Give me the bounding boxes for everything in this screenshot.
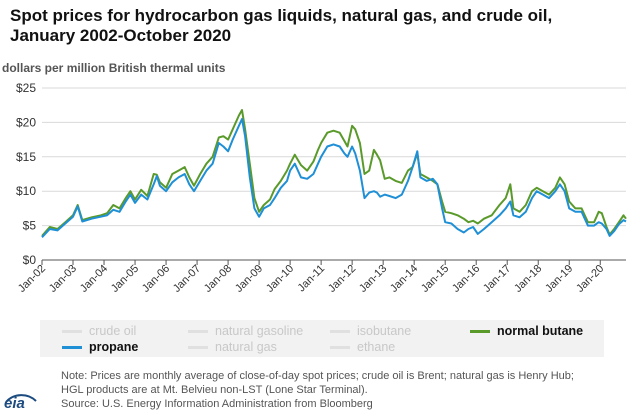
- legend-item-ethane[interactable]: ethane: [330, 340, 395, 354]
- series-line-propane: [41, 118, 627, 238]
- legend-item-crude-oil[interactable]: crude oil: [62, 324, 136, 338]
- y-tick-label: $20: [16, 115, 36, 129]
- chart-title-line-2: January 2002-October 2020: [10, 26, 232, 45]
- series-line-normal-butane: [41, 109, 627, 237]
- legend-label: crude oil: [89, 324, 137, 338]
- legend-item-isobutane[interactable]: isobutane: [330, 324, 411, 338]
- y-tick-label: $5: [23, 219, 37, 233]
- legend-swatch: [188, 345, 208, 349]
- legend-swatch: [470, 329, 490, 333]
- x-tick-label: Jan-04: [78, 263, 110, 295]
- source-line: Source: U.S. Energy Information Administ…: [61, 398, 373, 410]
- legend-label: normal butane: [497, 324, 584, 338]
- x-tick-label: Jan-20: [574, 263, 606, 295]
- legend-label: natural gasoline: [215, 324, 304, 338]
- legend-item-natural-gas[interactable]: natural gas: [188, 340, 277, 354]
- y-tick-label: $0: [23, 253, 37, 267]
- x-tick-label: Jan-02: [16, 263, 48, 295]
- eia-logo-text: eia: [4, 395, 25, 412]
- x-tick-label: Jan-09: [233, 263, 265, 295]
- y-tick-label: $25: [16, 81, 36, 95]
- x-tick-label: Jan-11: [296, 263, 328, 295]
- x-tick-label: Jan-14: [388, 263, 420, 295]
- note-line-2: HGL products are at Mt. Belvieu non-LST …: [61, 384, 368, 396]
- chart-title-line-1: Spot prices for hydrocarbon gas liquids,…: [10, 6, 553, 25]
- x-tick-label: Jan-10: [264, 263, 296, 295]
- x-tick-label: Jan-06: [140, 263, 172, 295]
- legend-label: isobutane: [357, 324, 412, 338]
- chart-notes: Note: Prices are monthly average of clos…: [61, 369, 574, 411]
- legend-label: natural gas: [215, 340, 277, 354]
- legend-item-propane[interactable]: propane: [62, 340, 138, 354]
- line-chart: $0 $5 $10 $15 $20 $25 Jan-02Jan-03Jan-04Jan-05…: [16, 81, 627, 295]
- legend-item-normal-butane[interactable]: normal butane: [470, 324, 583, 338]
- y-axis-units-label: dollars per million British thermal unit…: [2, 61, 226, 75]
- eia-logo-arc: [5, 394, 37, 403]
- x-tick-label: Jan-16: [450, 263, 482, 295]
- chart-legend: crude oil natural gasoline isobutane nor…: [40, 320, 604, 357]
- legend-label: ethane: [357, 340, 396, 354]
- x-tick-label: Jan-18: [512, 263, 544, 295]
- x-tick-label: Jan-15: [419, 263, 451, 295]
- x-tick-label: Jan-03: [47, 263, 79, 295]
- x-tick-label: Jan-17: [481, 263, 513, 295]
- legend-item-natural-gasoline[interactable]: natural gasoline: [188, 324, 303, 338]
- legend-swatch: [62, 345, 82, 349]
- note-line-1: Note: Prices are monthly average of clos…: [61, 370, 574, 382]
- x-tick-label: Jan-19: [543, 263, 575, 295]
- legend-swatch: [330, 329, 350, 333]
- chart-title: Spot prices for hydrocarbon gas liquids,…: [10, 6, 630, 46]
- legend-swatch: [330, 345, 350, 349]
- legend-swatch: [188, 329, 208, 333]
- x-tick-label: Jan-05: [109, 263, 141, 295]
- x-tick-label: Jan-08: [202, 263, 234, 295]
- legend-swatch: [62, 329, 82, 333]
- y-tick-label: $10: [16, 184, 36, 198]
- y-tick-label: $15: [16, 150, 36, 164]
- legend-label: propane: [89, 340, 139, 354]
- x-tick-label: Jan-12: [326, 263, 358, 295]
- x-tick-label: Jan-13: [357, 263, 389, 295]
- x-tick-label: Jan-07: [171, 263, 203, 295]
